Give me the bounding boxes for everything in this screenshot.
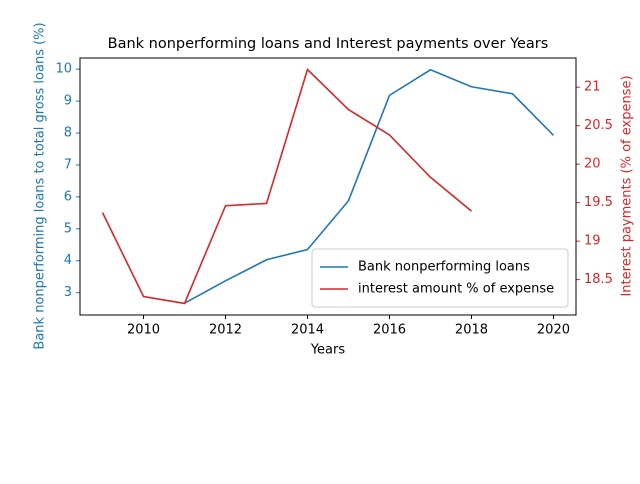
x-axis-label: Years <box>310 343 346 358</box>
y-tick-label: 4 <box>64 253 72 268</box>
y-tick-label: 6 <box>64 189 72 204</box>
y-tick-label: 9 <box>64 94 72 109</box>
x-tick-label: 2016 <box>373 323 406 338</box>
legend-label: Bank nonperforming loans <box>358 260 530 275</box>
x-tick-label: 2010 <box>127 323 160 338</box>
y2-tick-label: 18.5 <box>584 272 613 287</box>
chart-title: Bank nonperforming loans and Interest pa… <box>108 36 549 52</box>
y-tick-label: 10 <box>55 62 72 77</box>
y2-tick-label: 20 <box>584 157 601 172</box>
series-line <box>101 68 472 305</box>
y2-axis-label: Interest payments (% of expense) <box>620 75 635 296</box>
y-axis-label: Bank nonperforming loans to total gross … <box>33 22 48 349</box>
x-tick-label: 2012 <box>209 323 242 338</box>
series-line <box>184 68 555 304</box>
x-tick-label: 2018 <box>455 323 488 338</box>
y2-tick-label: 20.5 <box>584 118 613 133</box>
legend-label: interest amount % of expense <box>358 282 554 297</box>
y-tick-label: 8 <box>64 126 72 141</box>
plot-frame <box>79 57 577 316</box>
y2-tick-label: 19.5 <box>584 195 613 210</box>
y2-tick-label: 19 <box>584 234 601 249</box>
x-tick-label: 2014 <box>291 323 324 338</box>
y-tick-label: 5 <box>64 221 72 236</box>
legend: Bank nonperforming loans interest amount … <box>311 248 569 308</box>
x-tick-label: 2020 <box>537 323 570 338</box>
y-tick-label: 7 <box>64 157 72 172</box>
legend-box <box>311 248 569 308</box>
y-tick-label: 3 <box>64 285 72 300</box>
y2-tick-label: 21 <box>584 80 601 95</box>
